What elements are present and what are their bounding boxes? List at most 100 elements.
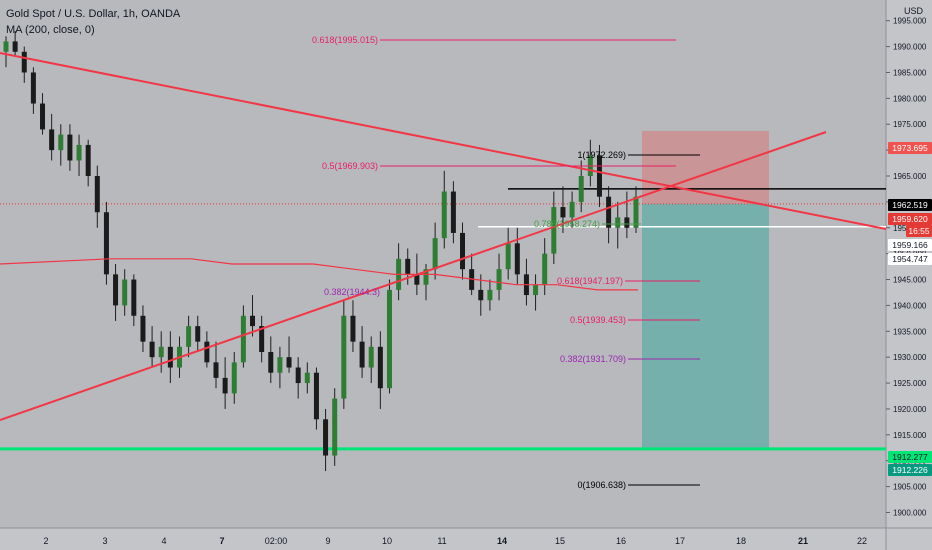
candle-body (560, 207, 566, 218)
x-tick-label: 9 (325, 536, 330, 546)
x-tick-label: 7 (219, 536, 224, 546)
time-scale (0, 528, 932, 550)
x-tick-label: 02:00 (265, 536, 288, 546)
y-tick-label: 1940.000 (893, 301, 927, 310)
price-tag (888, 464, 932, 476)
candle-body (441, 191, 447, 239)
currency-label: USD (904, 6, 924, 16)
candle-body (405, 258, 411, 275)
take-profit-zone (642, 203, 769, 449)
x-tick-label: 2 (43, 536, 48, 546)
fib-level-label: 0(1906.638) (577, 480, 626, 490)
y-tick-label: 1905.000 (893, 483, 927, 492)
candle-body (40, 103, 46, 130)
price-tag (888, 253, 932, 265)
candle-body (240, 315, 246, 363)
x-tick-label: 21 (798, 536, 808, 546)
fib-level-label: 0.5(1939.453) (570, 315, 626, 325)
price-tag-label: 1954.747 (892, 254, 928, 264)
fib-level-label: 0.382(1931.709) (560, 354, 626, 364)
y-tick-label: 1920.000 (893, 405, 927, 414)
stop-loss-zone (642, 130, 769, 204)
price-tag (888, 199, 932, 211)
ma-indicator-label[interactable]: MA (200, close, 0) (6, 24, 95, 36)
ascending-trend-line (0, 131, 827, 421)
plot-area (0, 0, 886, 528)
x-tick-label: 22 (857, 536, 867, 546)
price-tag (888, 213, 932, 225)
candle-body (569, 201, 575, 218)
price-tag-label: 1973.695 (892, 143, 928, 153)
y-tick-label: 1985.000 (893, 68, 927, 77)
candle-body (478, 289, 484, 301)
candle-body (58, 134, 64, 151)
candle-body (277, 357, 283, 373)
candle-body (222, 377, 228, 394)
y-tick-label: 1995.000 (893, 17, 927, 26)
price-tag-label: 1959.620 (892, 214, 928, 224)
candle-body (377, 346, 383, 389)
candle-body (186, 326, 192, 347)
price-tag (888, 239, 932, 251)
candle-body (533, 284, 539, 296)
chart-legend: Gold Spot / U.S. Dollar, 1h, OANDA MA (2… (6, 6, 180, 38)
candle-body (103, 212, 109, 275)
descending-trend-line (0, 52, 887, 230)
candle-body (624, 217, 630, 228)
candle-body (423, 269, 429, 285)
candle-body (149, 341, 155, 358)
y-tick-label: 1930.000 (893, 353, 927, 362)
y-tick-label: 1990.000 (893, 43, 927, 52)
candle-body (368, 346, 374, 368)
x-tick-label: 18 (736, 536, 746, 546)
candle-body (542, 253, 548, 285)
candle-body (578, 176, 584, 202)
candle-body (122, 279, 128, 306)
x-tick-label: 15 (555, 536, 565, 546)
candle-body (131, 279, 137, 316)
candle-body (140, 315, 146, 342)
fib-level-label: 0.618(1947.197) (557, 276, 623, 286)
candle-body (332, 398, 338, 456)
y-tick-label: 1980.000 (893, 94, 927, 103)
candle-body (213, 362, 219, 378)
price-tag-label: 1959.166 (892, 240, 928, 250)
price-tag (906, 225, 932, 237)
candle-body (341, 315, 347, 399)
fib-level-label: 0.5(1969.903) (322, 161, 378, 171)
fib-level-label: 0.382(1944.3) (324, 287, 380, 297)
y-tick-label: 1900.000 (893, 508, 927, 517)
candle-body (286, 357, 292, 368)
candle-body (94, 176, 100, 213)
candle-body (204, 341, 210, 363)
candle-body (359, 341, 365, 368)
candle-body (85, 144, 91, 176)
fib-level-label: 1(1972.269) (577, 150, 626, 160)
symbol-title[interactable]: Gold Spot / U.S. Dollar, 1h, OANDA (6, 8, 181, 20)
candle-body (231, 362, 237, 394)
candle-body (30, 72, 36, 104)
x-tick-label: 17 (675, 536, 685, 546)
price-tag (888, 451, 932, 463)
candle-body (496, 269, 502, 290)
candle-body (450, 191, 456, 233)
candle-body (350, 315, 356, 342)
price-tag-label: 1912.226 (892, 465, 928, 475)
candle-body (313, 372, 319, 420)
candle-body (158, 346, 164, 358)
price-tag-label: 1962.519 (892, 200, 928, 210)
candle-body (167, 346, 173, 368)
candle-body (259, 326, 265, 352)
candle-body (432, 238, 438, 270)
candle-body (295, 367, 301, 384)
candle-body (514, 243, 520, 275)
candle-body (633, 196, 639, 228)
fib-level-label: 0.618(1995.015) (312, 35, 378, 45)
x-tick-label: 3 (102, 536, 107, 546)
price-tag-label: 16:55 (908, 226, 930, 236)
y-tick-label: 1965.000 (893, 172, 927, 181)
candle-body (3, 41, 9, 52)
y-tick-label: 1925.000 (893, 379, 927, 388)
candle-body (268, 352, 274, 373)
